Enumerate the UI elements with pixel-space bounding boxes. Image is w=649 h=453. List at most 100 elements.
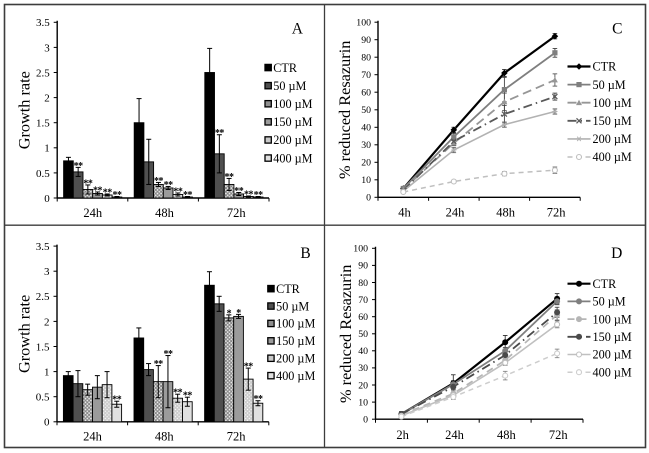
svg-text:**: ** bbox=[244, 189, 254, 200]
svg-text:90: 90 bbox=[361, 35, 371, 46]
svg-text:70: 70 bbox=[361, 70, 371, 81]
svg-text:**: ** bbox=[112, 190, 122, 201]
svg-text:80: 80 bbox=[361, 53, 371, 64]
svg-text:100: 100 bbox=[356, 18, 371, 29]
svg-text:48h: 48h bbox=[155, 206, 175, 220]
svg-text:*: * bbox=[236, 308, 241, 319]
svg-text:3: 3 bbox=[44, 42, 50, 54]
svg-text:**: ** bbox=[225, 172, 235, 183]
svg-text:B: B bbox=[300, 245, 310, 262]
svg-text:**: ** bbox=[93, 185, 103, 196]
svg-text:150 µM: 150 µM bbox=[593, 330, 632, 344]
svg-text:**: ** bbox=[183, 391, 193, 402]
svg-text:2.5: 2.5 bbox=[36, 291, 50, 303]
svg-text:CTR: CTR bbox=[276, 282, 301, 296]
svg-text:CTR: CTR bbox=[273, 61, 298, 75]
svg-text:**: ** bbox=[74, 161, 84, 172]
svg-text:50 µM: 50 µM bbox=[276, 299, 309, 313]
svg-text:2.5: 2.5 bbox=[36, 67, 50, 79]
svg-text:70: 70 bbox=[358, 295, 368, 306]
svg-text:72h: 72h bbox=[547, 206, 567, 220]
svg-text:*: * bbox=[227, 308, 232, 319]
svg-text:**: ** bbox=[215, 128, 225, 139]
svg-text:400 µM: 400 µM bbox=[273, 151, 312, 165]
svg-text:Growth rate: Growth rate bbox=[15, 71, 34, 149]
svg-text:72h: 72h bbox=[227, 206, 247, 220]
svg-text:100: 100 bbox=[353, 244, 368, 255]
svg-text:30: 30 bbox=[361, 140, 371, 151]
svg-text:1: 1 bbox=[44, 143, 50, 155]
svg-text:150 µM: 150 µM bbox=[276, 334, 315, 348]
svg-text:20: 20 bbox=[358, 380, 368, 391]
svg-text:200 µM: 200 µM bbox=[593, 132, 632, 146]
svg-text:50 µM: 50 µM bbox=[593, 295, 626, 309]
svg-text:10: 10 bbox=[361, 175, 371, 186]
svg-text:A: A bbox=[292, 21, 304, 38]
svg-text:400 µM: 400 µM bbox=[593, 365, 632, 379]
svg-text:48h: 48h bbox=[155, 430, 175, 444]
svg-text:100 µM: 100 µM bbox=[593, 96, 632, 110]
svg-text:1.5: 1.5 bbox=[36, 118, 50, 130]
svg-text:40: 40 bbox=[358, 346, 368, 357]
svg-text:**: ** bbox=[83, 178, 93, 189]
svg-text:60: 60 bbox=[361, 88, 371, 99]
svg-text:0: 0 bbox=[363, 415, 368, 426]
svg-text:24h: 24h bbox=[83, 430, 103, 444]
svg-text:**: ** bbox=[154, 359, 164, 370]
svg-text:200 µM: 200 µM bbox=[273, 133, 312, 147]
svg-text:72h: 72h bbox=[227, 430, 247, 444]
svg-text:**: ** bbox=[164, 180, 174, 191]
svg-text:**: ** bbox=[254, 190, 264, 201]
svg-text:10: 10 bbox=[358, 397, 368, 408]
svg-text:20: 20 bbox=[361, 158, 371, 169]
svg-text:100 µM: 100 µM bbox=[276, 317, 315, 331]
svg-text:80: 80 bbox=[358, 278, 368, 289]
svg-text:**: ** bbox=[253, 394, 263, 405]
svg-text:% reduced Resazurin: % reduced Resazurin bbox=[336, 265, 355, 403]
svg-text:48h: 48h bbox=[496, 206, 516, 220]
svg-text:100 µM: 100 µM bbox=[593, 312, 632, 326]
svg-text:50 µM: 50 µM bbox=[593, 78, 626, 92]
svg-text:% reduced Resazurin: % reduced Resazurin bbox=[335, 41, 354, 179]
svg-text:200 µM: 200 µM bbox=[276, 352, 315, 366]
svg-text:200 µM: 200 µM bbox=[593, 348, 632, 362]
svg-text:D: D bbox=[611, 245, 622, 262]
svg-text:**: ** bbox=[112, 395, 122, 406]
svg-text:24h: 24h bbox=[445, 428, 465, 442]
svg-text:**: ** bbox=[244, 361, 254, 372]
svg-text:2: 2 bbox=[44, 93, 50, 105]
svg-text:150 µM: 150 µM bbox=[273, 115, 312, 129]
svg-text:**: ** bbox=[154, 176, 164, 187]
svg-text:50: 50 bbox=[358, 329, 368, 340]
svg-text:C: C bbox=[612, 21, 622, 38]
svg-text:48h: 48h bbox=[497, 428, 517, 442]
svg-text:**: ** bbox=[173, 186, 183, 197]
svg-text:**: ** bbox=[173, 388, 183, 399]
svg-text:4h: 4h bbox=[398, 206, 411, 220]
svg-text:3.5: 3.5 bbox=[36, 241, 50, 253]
svg-text:1.5: 1.5 bbox=[36, 341, 50, 353]
svg-text:3.5: 3.5 bbox=[36, 17, 50, 29]
svg-text:2: 2 bbox=[44, 316, 50, 328]
svg-text:0: 0 bbox=[44, 193, 50, 205]
svg-text:3: 3 bbox=[44, 266, 50, 278]
svg-text:**: ** bbox=[183, 190, 193, 201]
svg-text:0.5: 0.5 bbox=[36, 392, 50, 404]
svg-text:30: 30 bbox=[358, 363, 368, 374]
svg-text:40: 40 bbox=[361, 123, 371, 134]
svg-text:1: 1 bbox=[44, 367, 50, 379]
svg-text:60: 60 bbox=[358, 312, 368, 323]
svg-text:**: ** bbox=[163, 349, 173, 360]
svg-text:0: 0 bbox=[44, 417, 50, 429]
svg-text:400 µM: 400 µM bbox=[593, 150, 632, 164]
svg-text:100 µM: 100 µM bbox=[273, 97, 312, 111]
svg-text:72h: 72h bbox=[549, 428, 569, 442]
svg-text:**: ** bbox=[103, 187, 113, 198]
svg-text:50 µM: 50 µM bbox=[273, 79, 306, 93]
svg-text:400 µM: 400 µM bbox=[276, 369, 315, 383]
svg-text:CTR: CTR bbox=[593, 60, 618, 74]
svg-text:90: 90 bbox=[358, 261, 368, 272]
svg-text:CTR: CTR bbox=[593, 277, 618, 291]
svg-text:**: ** bbox=[234, 186, 244, 197]
svg-text:150 µM: 150 µM bbox=[593, 114, 632, 128]
